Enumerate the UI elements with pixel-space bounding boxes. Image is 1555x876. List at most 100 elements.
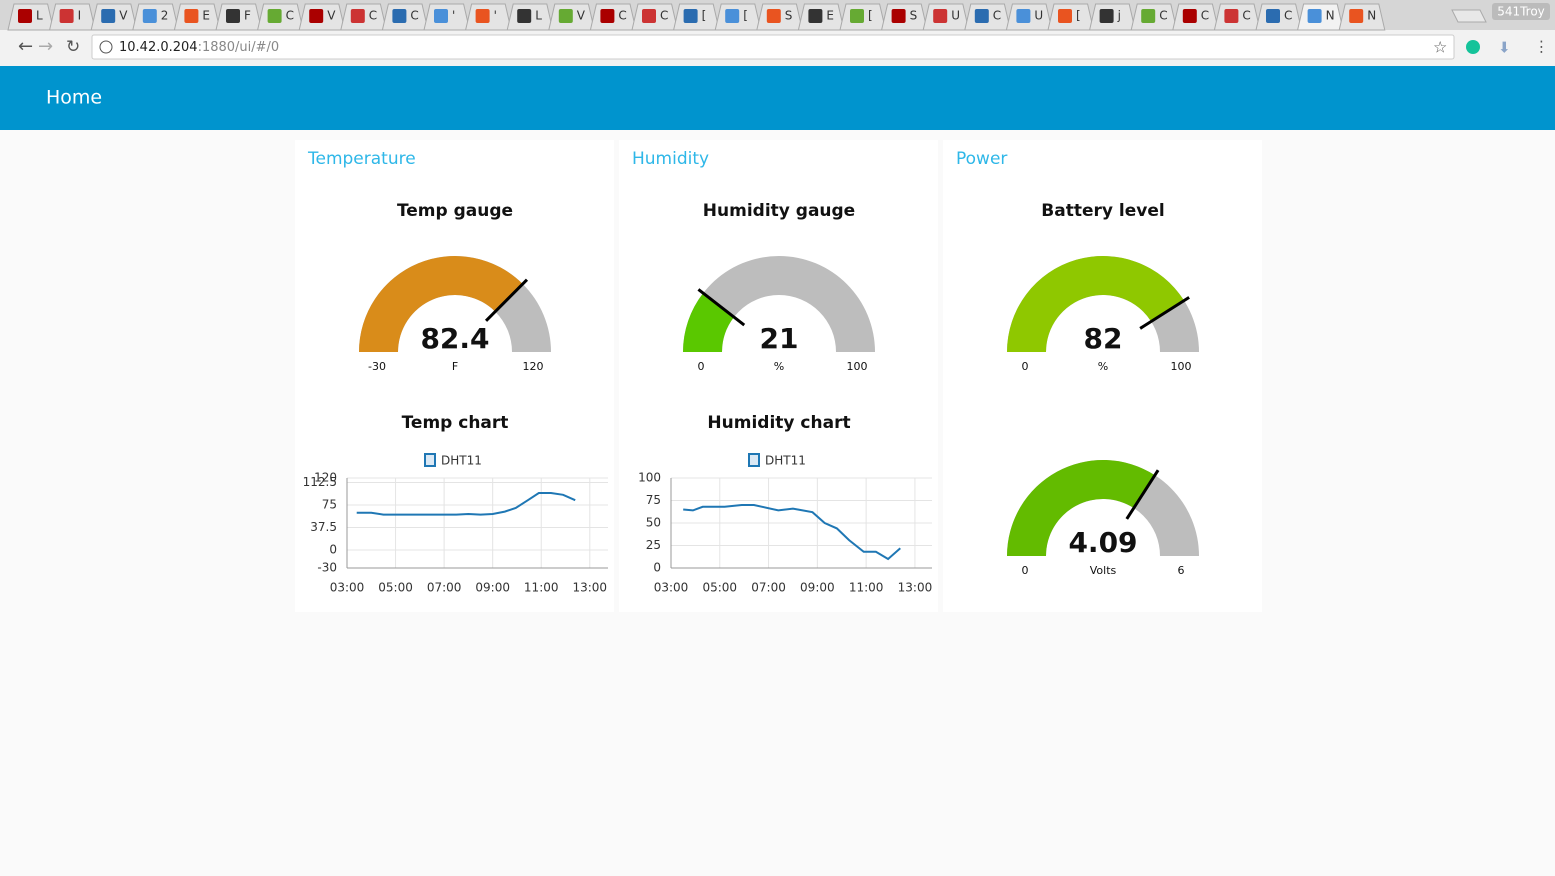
x-tick-label: 07:00: [751, 581, 786, 595]
tab-icon: [1099, 9, 1114, 23]
back-button[interactable]: ←: [18, 36, 33, 57]
gauge-fill: [1007, 460, 1155, 556]
tab-icon: [59, 9, 74, 23]
gauge-unit: %: [774, 360, 784, 373]
y-tick-label: 0: [653, 561, 661, 575]
tab-title: ': [452, 9, 455, 23]
tab-title: C: [660, 9, 668, 23]
info-icon[interactable]: [99, 40, 113, 54]
x-tick-label: 11:00: [524, 581, 559, 595]
gauge-min: 0: [698, 360, 705, 373]
address-bar[interactable]: [91, 34, 1455, 60]
gauge-needle: [484, 278, 529, 322]
legend-swatch: [748, 453, 760, 467]
tab-title: C: [1242, 9, 1250, 23]
tab-icon: [1266, 9, 1280, 23]
data-line: [683, 504, 901, 561]
tab-icon: [1349, 9, 1364, 23]
tab-icon: [1224, 9, 1239, 23]
tab-icon: [392, 9, 407, 23]
group-card: [295, 140, 614, 612]
tab-title: [: [1076, 9, 1081, 23]
tab-icon: [1058, 9, 1072, 23]
gauge-unit: F: [452, 360, 458, 373]
bookmark-star[interactable]: ☆: [1433, 38, 1447, 57]
reload-button[interactable]: ↻: [66, 37, 80, 57]
tab-icon: [1307, 9, 1322, 23]
tab-title: I: [78, 9, 82, 23]
tab-icon: [101, 9, 116, 23]
url-host: 10.42.0.204: [119, 40, 198, 55]
x-tick-label: 03:00: [330, 581, 365, 595]
tab-icon: [891, 9, 906, 23]
tab-icon: [184, 9, 199, 23]
tab-title: C: [1201, 9, 1209, 23]
x-tick-label: 11:00: [849, 581, 884, 595]
forward-button[interactable]: →: [38, 36, 53, 57]
tab-title: V: [327, 9, 336, 23]
tab-icon: [766, 9, 781, 23]
gauge-value: 82.4: [420, 322, 489, 355]
tab-title: E: [826, 9, 834, 23]
gauge-min: -30: [368, 360, 386, 373]
tab-icon: [1016, 9, 1031, 23]
tab-icon: [642, 9, 656, 23]
tab-icon: [725, 9, 740, 23]
tab-title: C: [618, 9, 626, 23]
extension-icon[interactable]: [1466, 40, 1480, 54]
x-tick-label: 09:00: [800, 581, 835, 595]
profile-badge[interactable]: [1492, 3, 1550, 20]
gauge-value: 82: [1084, 322, 1123, 355]
tab-title: N: [1326, 9, 1335, 23]
gauge-unit: %: [1098, 360, 1108, 373]
group-title: Power: [956, 149, 1007, 169]
gauge-needle: [1125, 469, 1160, 520]
gauge-value: 4.09: [1068, 526, 1137, 559]
legend-label: DHT11: [765, 454, 806, 468]
tab-title: C: [369, 9, 377, 23]
gauge-fill: [359, 256, 523, 352]
gauge-max: 100: [847, 360, 868, 373]
x-tick-label: 13:00: [898, 581, 933, 595]
y-tick-label: 37.5: [310, 520, 337, 534]
tab-title: F: [244, 9, 251, 23]
profile-name: 541Troy: [1497, 5, 1545, 19]
tab-title: S: [785, 9, 793, 23]
tab-icon: [475, 9, 490, 23]
tab-title: C: [993, 9, 1001, 23]
gauge-max: 6: [1178, 564, 1185, 577]
menu-button[interactable]: ⋮: [1534, 38, 1549, 56]
tab-icon: [600, 9, 615, 23]
y-tick-label: 75: [322, 498, 337, 512]
url: 10.42.0.204:1880/ui/#/0: [119, 40, 279, 55]
tab-icon: [309, 9, 324, 23]
x-tick-label: 09:00: [475, 581, 510, 595]
tab-icon: [226, 9, 240, 23]
tab-title: L: [36, 9, 43, 23]
y-tick-label: -30: [317, 561, 337, 575]
tab-icon: [350, 9, 365, 23]
tab-title: [: [868, 9, 873, 23]
y-tick-label: 112.5: [303, 475, 337, 489]
new-tab-button[interactable]: [1451, 9, 1487, 23]
gauge-max: 100: [1171, 360, 1192, 373]
tab-title: C: [410, 9, 418, 23]
legend-swatch: [424, 453, 436, 467]
x-tick-label: 03:00: [654, 581, 689, 595]
gauge-min: 0: [1022, 360, 1029, 373]
tab-icon: [933, 9, 948, 23]
widget-title: Temp gauge: [397, 201, 513, 221]
header-title[interactable]: Home: [46, 87, 102, 109]
gauge-needle: [1139, 296, 1190, 330]
tab-icon: [142, 9, 157, 23]
download-icon[interactable]: ⬇: [1498, 39, 1511, 57]
tab-icon: [1182, 9, 1197, 23]
tab-title: U: [1034, 9, 1043, 23]
legend-label: DHT11: [441, 454, 482, 468]
tab-icon: [434, 9, 448, 23]
gauge-max: 120: [523, 360, 544, 373]
tab-title: S: [910, 9, 918, 23]
tab-title: N: [1367, 9, 1376, 23]
tab-title: C: [286, 9, 294, 23]
